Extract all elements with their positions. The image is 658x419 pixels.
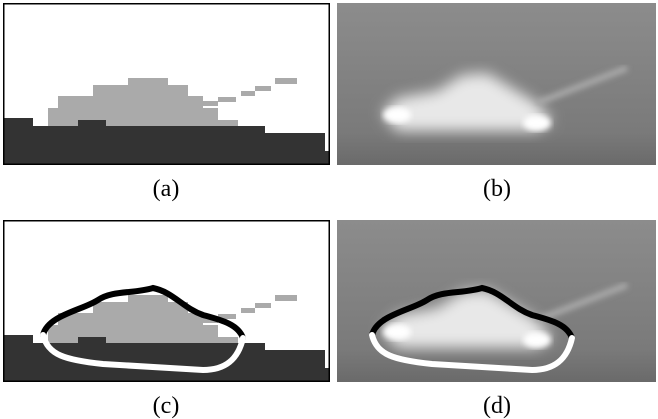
panel-label: (d) — [483, 393, 511, 419]
panel-label: (a) — [153, 176, 180, 202]
figure: (a) (b) (c) (d) — [0, 0, 658, 419]
panel-label: (c) — [153, 393, 180, 419]
panel-a — [3, 3, 330, 165]
panel-b — [337, 3, 656, 165]
panel-d — [337, 220, 656, 382]
panel-c — [3, 220, 330, 382]
panel-label: (b) — [483, 176, 511, 202]
